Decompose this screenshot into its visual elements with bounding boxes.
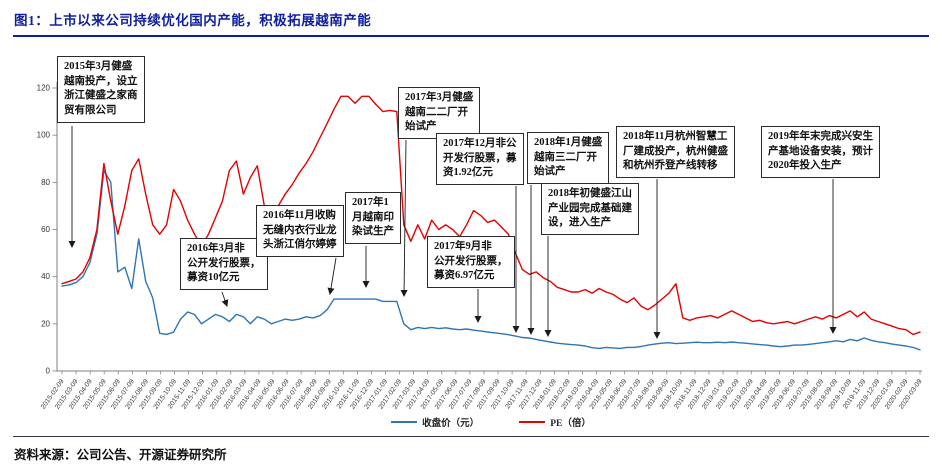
title-underline — [13, 35, 929, 37]
y-tick-label: 40 — [41, 272, 50, 281]
figure-title: 图1：上市以来公司持续优化国内产能，积极拓展越南产能 — [14, 13, 372, 28]
annotation-box: 2017年9月非 公开发行股票， 募资6.97亿元 — [427, 236, 515, 289]
legend-item-close-price: 收盘价（元） — [391, 415, 479, 429]
legend-label: PE（倍） — [550, 419, 591, 429]
annotation-box: 2019年年末完成兴安生 产基地设备安装，预计 2020年投入生产 — [761, 126, 880, 179]
source-note: 资料来源：公司公告、开源证券研究所 — [14, 448, 227, 462]
footer-separator — [13, 436, 929, 437]
close-price-line — [61, 169, 921, 351]
chart-legend: 收盘价（元） PE（倍） — [62, 415, 920, 429]
y-tick-label: 0 — [46, 367, 51, 376]
legend-line-swatch — [391, 421, 418, 423]
annotation-box: 2017年12月非公 开发行股票，募 资1.92亿元 — [436, 133, 524, 186]
annotation-arrow — [221, 291, 229, 307]
annotation-box: 2018年1月健盛 越南三二厂开 始试产 — [527, 132, 610, 185]
annotation-box: 2017年1 月越南印 染试生产 — [345, 192, 401, 245]
legend-line-swatch — [519, 421, 546, 423]
annotation-arrow — [327, 257, 337, 295]
legend-label: 收盘价（元） — [422, 419, 480, 429]
annotation-box: 2016年11月收购 无缝内衣行业龙 头浙江俏尔婷婷 — [256, 205, 344, 258]
annotation-box: 2015年3月健盛 越南投产，设立 浙江健盛之家商 贸有限公司 — [57, 56, 145, 123]
annotation-box: 2017年3月健盛 越南二二厂开 始试产 — [398, 87, 481, 140]
annotation-arrow — [400, 139, 408, 297]
y-tick-label: 60 — [41, 225, 50, 234]
annotation-box: 2018年11月杭州智慧工 厂建成投产，杭州健盛 和杭州乔登产线转移 — [616, 126, 735, 179]
y-tick-label: 100 — [37, 131, 51, 140]
y-tick-label: 120 — [37, 84, 51, 93]
y-tick-label: 80 — [41, 178, 50, 187]
y-tick-label: 20 — [41, 319, 50, 328]
annotation-box: 2016年3月非 公开发行股票， 募资10亿元 — [180, 238, 268, 291]
legend-item-pe: PE（倍） — [519, 415, 591, 429]
annotation-box: 2018年初健盛江山 产业园完成基础建 设，进入生产 — [541, 183, 639, 236]
